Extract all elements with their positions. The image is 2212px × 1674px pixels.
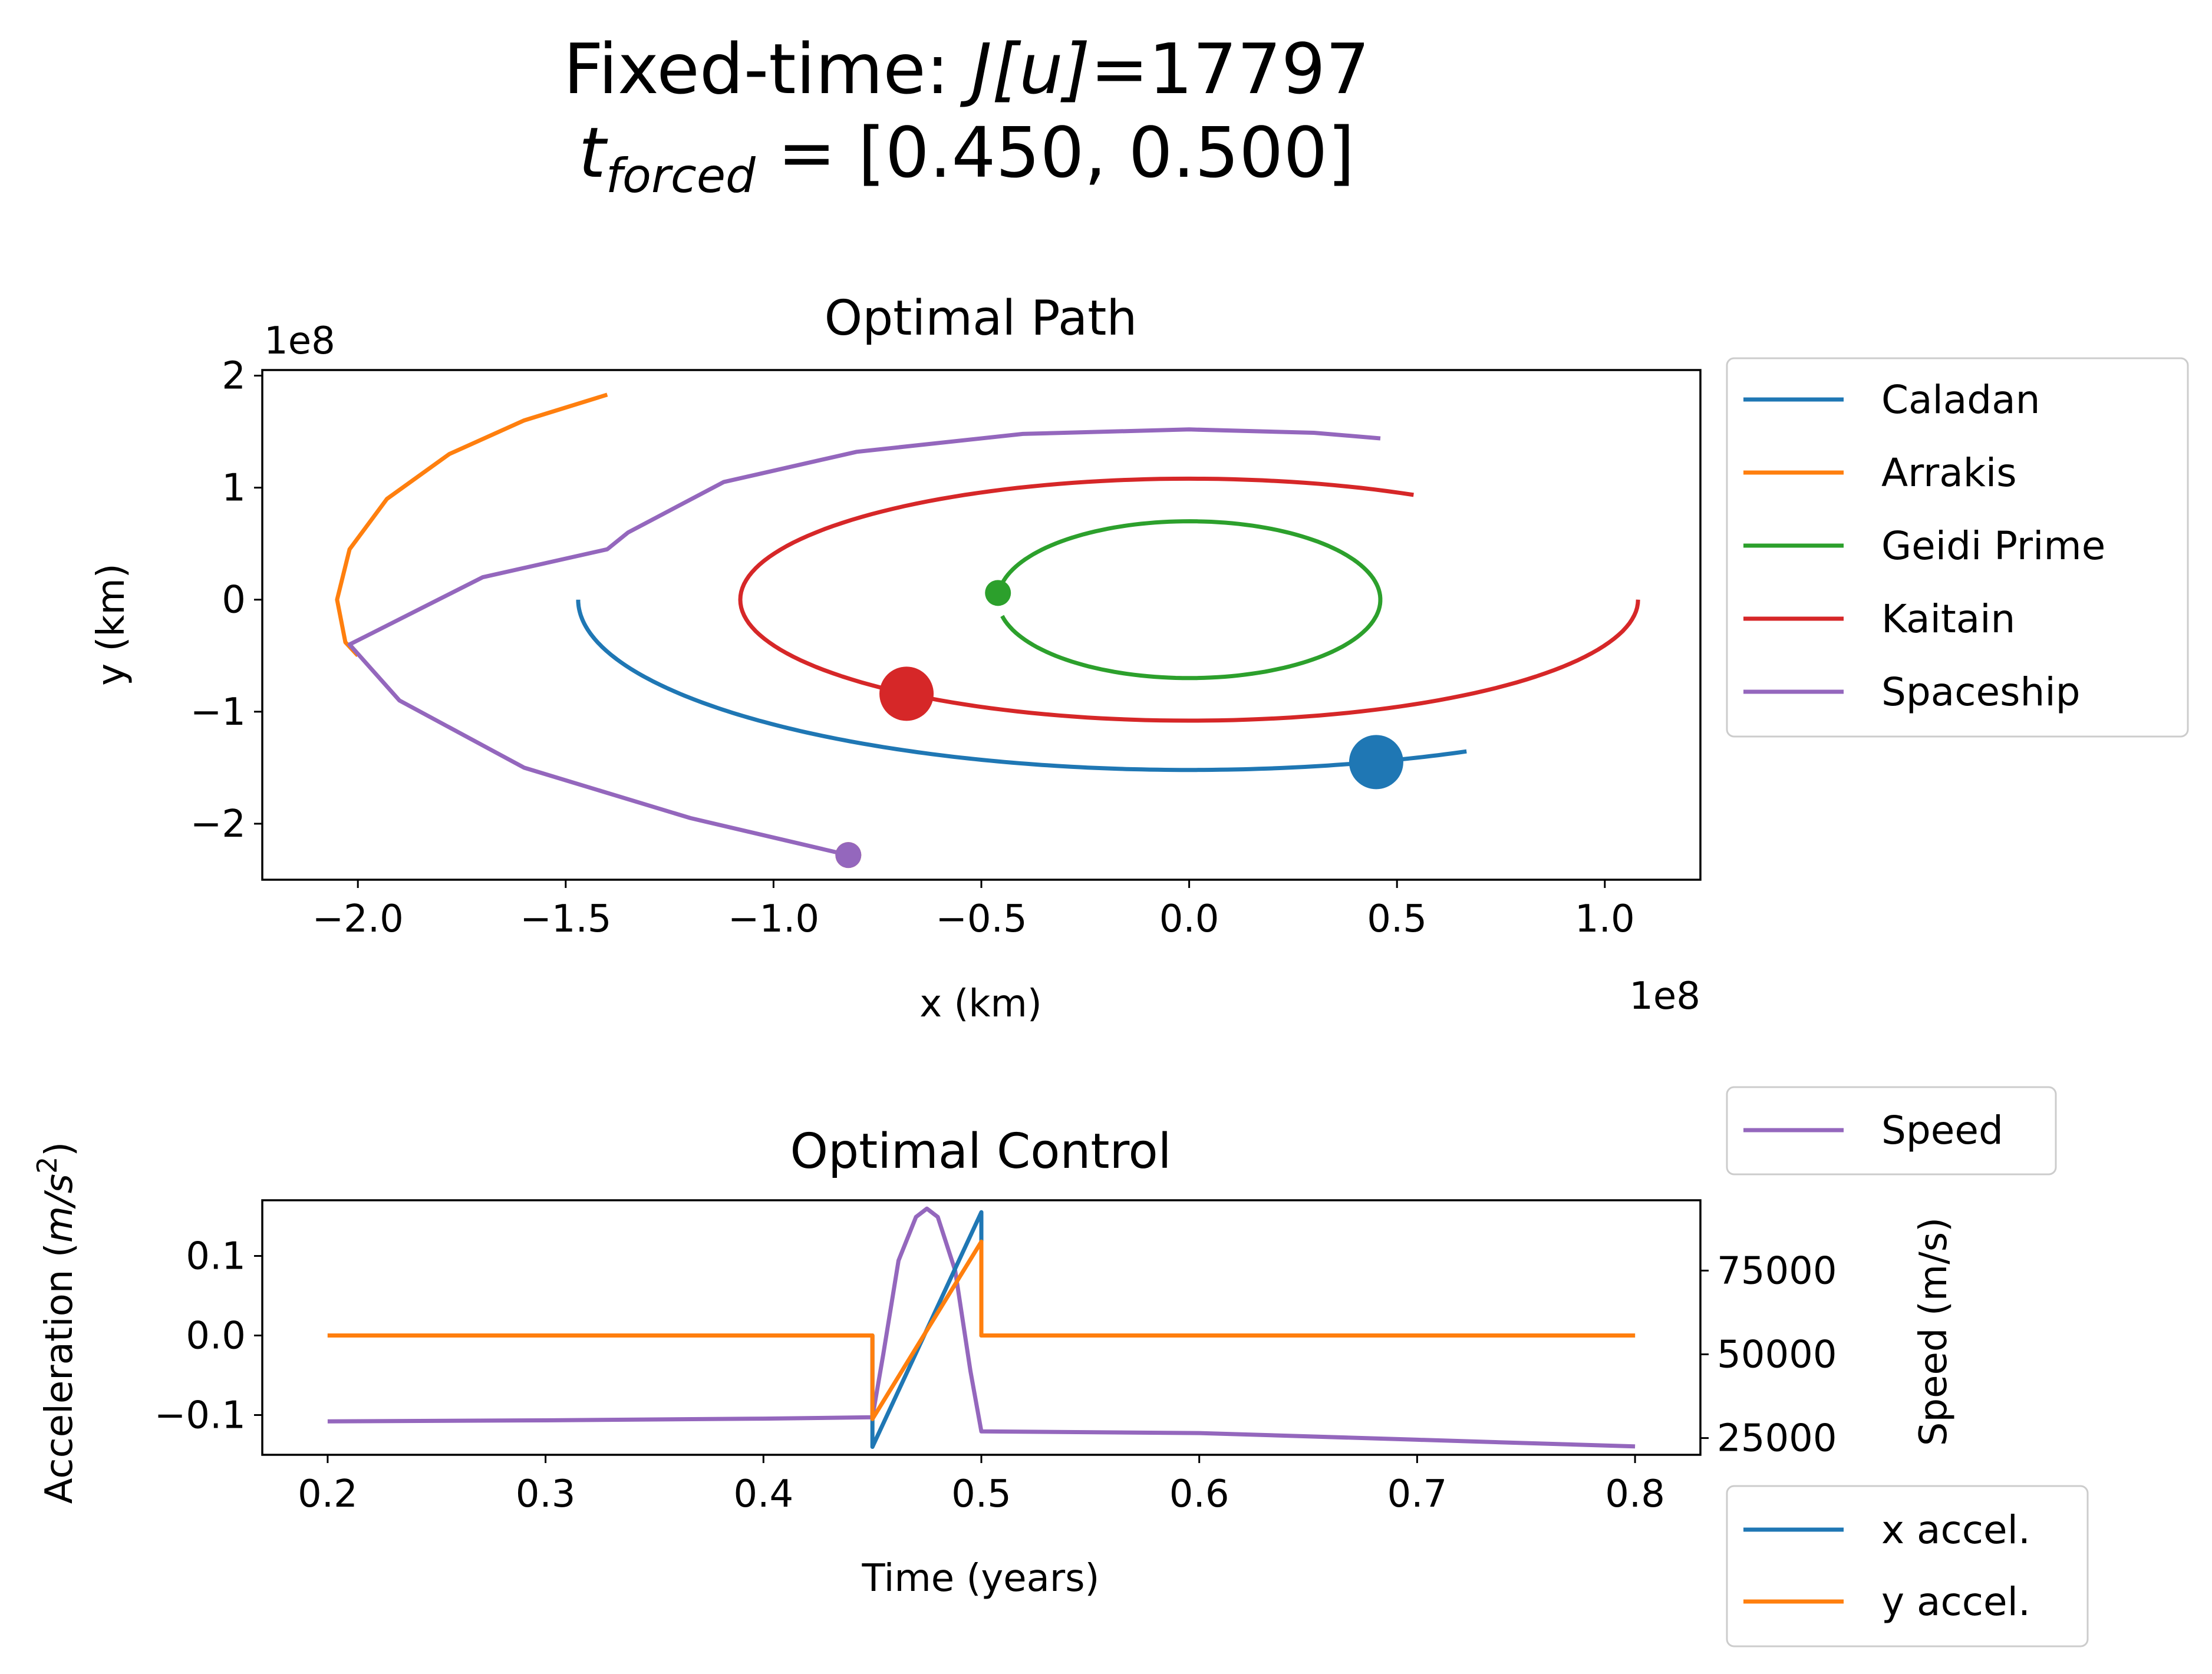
- legend-label-spaceship: Spaceship: [1881, 669, 2081, 715]
- path-legend: Caladan Arrakis Geidi Prime Kaitain Spaceshi…: [1726, 357, 2189, 738]
- control-x-tick-label: 0.3: [516, 1472, 576, 1516]
- path-y-offset-label: 1e8: [264, 319, 335, 363]
- figure-title-line-2: tforced = [0.450, 0.500]: [579, 112, 1355, 203]
- path-series-group: [335, 392, 1640, 869]
- path-y-axis-label: y (km): [90, 563, 133, 686]
- speed-legend-frame: [1726, 1086, 2057, 1176]
- marker-caladan: [1349, 735, 1403, 790]
- path-legend-frame: [1726, 357, 2189, 738]
- path-x-axis-label: x (km): [919, 982, 1042, 1026]
- path-x-tick-label: 1.0: [1575, 897, 1635, 941]
- control-x-tick-label: 0.8: [1605, 1472, 1665, 1516]
- path-x-tick-label: 0.0: [1159, 897, 1219, 941]
- legend-label-kaitain: Kaitain: [1881, 596, 2015, 642]
- marker-geidi-prime: [985, 580, 1011, 606]
- path-y-tick-label: 2: [222, 355, 246, 398]
- control-axes-frame: [261, 1199, 1702, 1456]
- control-axes: Optimal Control 0.2 0.3 0.4 0.5 0.6 0.7 0.8 −0.…: [31, 1124, 1956, 1600]
- control-series-group: [327, 1206, 1636, 1449]
- control-y2-tick-label: 25000: [1717, 1417, 1837, 1461]
- control-y2-tick-label: 75000: [1717, 1249, 1837, 1293]
- accel-legend-frame: [1726, 1485, 2089, 1647]
- control-y-tick-label: 0.0: [186, 1315, 246, 1358]
- legend-label-x-accel: x accel.: [1881, 1507, 2030, 1553]
- control-y2-axis-label: Speed (m/s): [1912, 1217, 1956, 1446]
- path-x-offset-label: 1e8: [1629, 975, 1700, 1018]
- control-x-tick-label: 0.6: [1169, 1472, 1229, 1516]
- path-x-tick-label: −1.0: [728, 897, 819, 941]
- path-ticks-group: −2.0 −1.5 −1.0 −0.5 0.0 0.5 1.0 −2 −1 0 1 2: [190, 355, 1635, 941]
- path-x-tick-label: −1.5: [520, 897, 611, 941]
- series-line-speed: [327, 1206, 1636, 1449]
- control-x-tick-label: 0.4: [733, 1472, 793, 1516]
- speed-legend: Speed: [1726, 1086, 2057, 1176]
- series-line-spaceship: [347, 427, 1381, 857]
- path-x-tick-label: −0.5: [935, 897, 1027, 941]
- marker-kaitain: [879, 666, 934, 721]
- control-y-axis-label: Acceleration (m/s2): [31, 1142, 81, 1504]
- legend-label-speed: Speed: [1881, 1108, 2003, 1153]
- path-axes: Optimal Path 1e8 1e8 −2.0 −1.5 −1.0 −0.5 0.0…: [90, 290, 1702, 1026]
- series-line-y-accel: [327, 1239, 1636, 1421]
- legend-label-y-accel: y accel.: [1881, 1579, 2030, 1625]
- series-line-geidi-prime: [998, 519, 1383, 681]
- path-y-tick-label: 1: [222, 467, 246, 510]
- control-x-axis-label: Time (years): [861, 1557, 1099, 1600]
- control-x-tick-label: 0.2: [298, 1472, 358, 1516]
- path-x-tick-label: −2.0: [312, 897, 403, 941]
- control-y2-tick-label: 50000: [1717, 1333, 1837, 1376]
- legend-label-arrakis: Arrakis: [1881, 450, 2017, 496]
- path-axes-title: Optimal Path: [825, 290, 1138, 346]
- control-axes-title: Optimal Control: [790, 1124, 1172, 1180]
- control-ticks-group: 0.2 0.3 0.4 0.5 0.6 0.7 0.8 −0.1 0.0 0.1 25000 5000…: [154, 1235, 1837, 1517]
- figure-title-line-1: Fixed-time: J[u]=17797: [563, 28, 1370, 110]
- series-line-caladan: [576, 599, 1467, 772]
- path-axes-frame: [261, 369, 1702, 881]
- path-y-tick-label: 0: [222, 579, 246, 622]
- marker-spaceship: [835, 842, 862, 869]
- legend-label-geidi-prime: Geidi Prime: [1881, 523, 2105, 569]
- path-y-tick-label: −1: [190, 691, 246, 734]
- control-y-tick-label: 0.1: [186, 1235, 246, 1279]
- control-x-tick-label: 0.5: [951, 1472, 1011, 1516]
- series-line-kaitain: [738, 476, 1640, 723]
- series-line-arrakis: [335, 392, 608, 658]
- control-y-tick-label: −0.1: [154, 1394, 246, 1438]
- path-x-tick-label: 0.5: [1367, 897, 1427, 941]
- accel-legend: x accel. y accel.: [1726, 1485, 2089, 1647]
- path-y-tick-label: −2: [190, 803, 246, 846]
- legend-label-caladan: Caladan: [1881, 377, 2040, 422]
- control-x-tick-label: 0.7: [1387, 1472, 1448, 1516]
